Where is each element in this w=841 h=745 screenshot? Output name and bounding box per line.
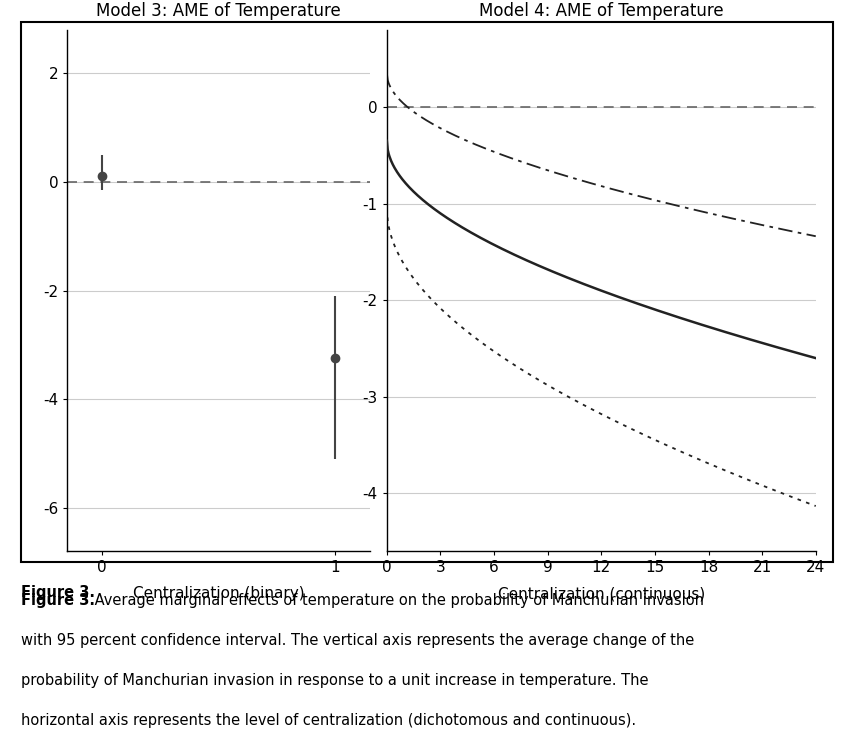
Text: Average marginal effects of temperature on the probability of Manchurian invasio: Average marginal effects of temperature … (90, 593, 704, 608)
X-axis label: Centralization (continuous): Centralization (continuous) (498, 586, 705, 601)
Text: Figure 3.: Figure 3. (21, 585, 95, 600)
Text: horizontal axis represents the level of centralization (dichotomous and continuo: horizontal axis represents the level of … (21, 713, 636, 728)
Title: Model 4: AME of Temperature: Model 4: AME of Temperature (479, 2, 723, 20)
Text: probability of Manchurian invasion in response to a unit increase in temperature: probability of Manchurian invasion in re… (21, 673, 648, 688)
Title: Model 3: AME of Temperature: Model 3: AME of Temperature (96, 2, 341, 20)
Text: with 95 percent confidence interval. The vertical axis represents the average ch: with 95 percent confidence interval. The… (21, 633, 695, 648)
Text: Figure 3.: Figure 3. (21, 593, 95, 608)
X-axis label: Centralization (binary): Centralization (binary) (133, 586, 304, 601)
